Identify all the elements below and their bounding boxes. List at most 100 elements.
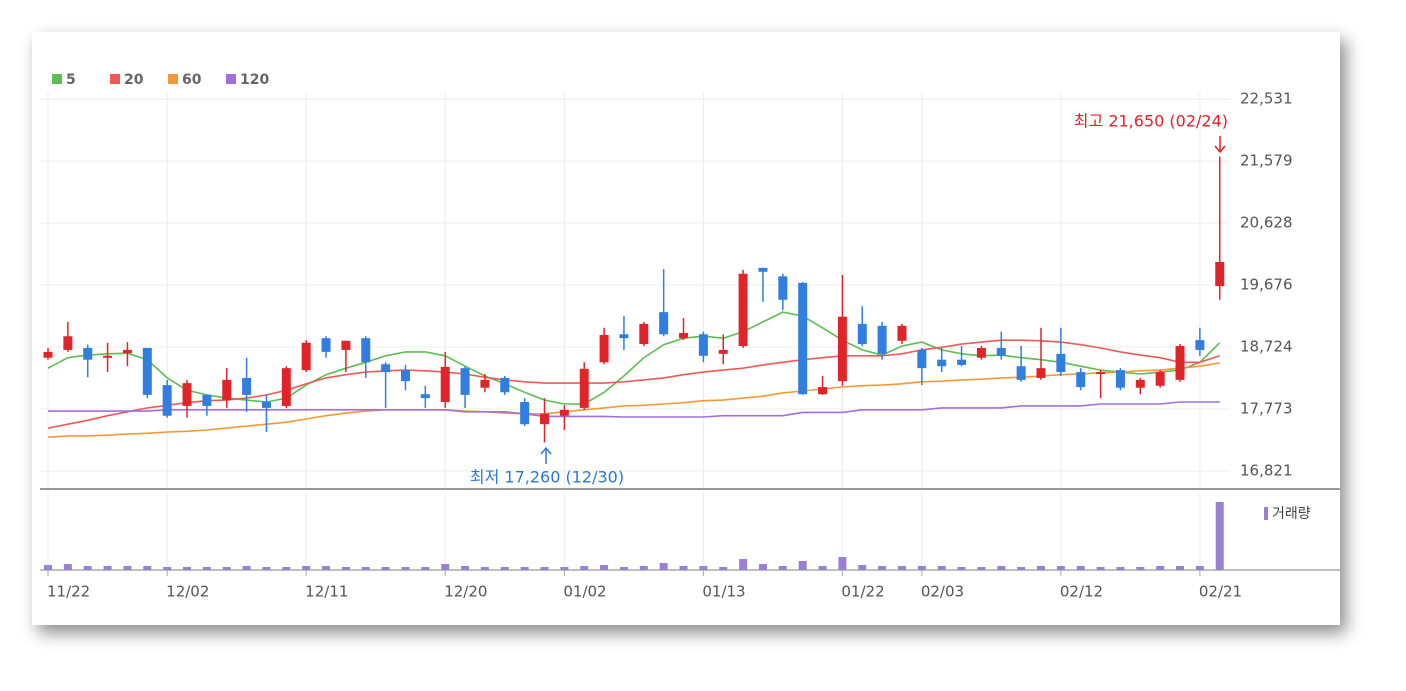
low-annotation: 최저 17,260 (12/30) — [470, 468, 624, 487]
x-tick-label: 01/13 — [702, 583, 745, 601]
legend-label: 120 — [240, 72, 269, 88]
low-arrow — [540, 446, 552, 464]
candle-body — [718, 349, 728, 354]
candle-body — [202, 394, 212, 406]
x-tick-label: 02/03 — [921, 583, 964, 601]
volume-bar — [1116, 567, 1125, 570]
volume-bar — [679, 566, 688, 570]
x-tick-label: 12/20 — [444, 583, 487, 601]
volume-bar — [461, 566, 470, 570]
candle-body — [1076, 372, 1086, 388]
candle-body — [996, 347, 1006, 356]
legend-label: 5 — [66, 72, 76, 88]
volume-bar — [202, 567, 211, 570]
volume-bar — [401, 567, 410, 570]
volume-bar — [1215, 502, 1224, 570]
candle-body — [500, 377, 510, 393]
candle-body — [242, 377, 252, 395]
candle-body — [1016, 366, 1026, 380]
x-tick-label: 01/22 — [841, 583, 884, 601]
volume-bar — [917, 566, 926, 570]
chart-panel — [32, 32, 1340, 625]
volume-bar — [639, 566, 648, 570]
y-tick-label: 21,579 — [1240, 152, 1293, 170]
volume-bar — [858, 565, 867, 570]
candle-body — [1215, 261, 1225, 287]
volume-bar — [739, 559, 748, 570]
candle-body — [281, 368, 291, 406]
volume-bar — [997, 566, 1006, 570]
candle-body — [83, 347, 93, 360]
candle-body — [222, 379, 232, 401]
legend-label: 20 — [124, 72, 144, 88]
y-tick-label: 16,821 — [1240, 462, 1293, 480]
volume-bar — [838, 557, 847, 570]
volume-bar — [282, 567, 291, 570]
volume-bar — [897, 566, 906, 570]
candle-body — [103, 355, 113, 358]
legend-label: 60 — [182, 72, 202, 88]
volume-bar — [758, 564, 767, 570]
volume-bar — [520, 567, 529, 570]
x-tick-label: 02/21 — [1199, 583, 1242, 601]
volume-bar — [183, 567, 192, 570]
candle-body — [976, 347, 986, 358]
legend-swatch — [226, 74, 236, 84]
candle-body — [957, 359, 967, 365]
volume-bar — [381, 567, 390, 570]
volume-bar — [341, 567, 350, 570]
moving-average-line — [47, 339, 1220, 429]
volume-bar — [123, 566, 132, 570]
volume-bar — [1096, 567, 1105, 570]
legend-swatch — [168, 74, 178, 84]
candle-body — [420, 394, 430, 399]
volume-bar — [977, 567, 986, 570]
candle-body — [599, 334, 609, 363]
candle-body — [162, 385, 172, 416]
y-tick-label: 20,628 — [1240, 214, 1293, 232]
y-tick-label: 18,724 — [1240, 338, 1293, 356]
candle-body — [142, 347, 152, 395]
candle-body — [698, 334, 708, 356]
candle-body — [738, 273, 748, 347]
candle-body — [679, 332, 689, 339]
volume-bar — [818, 566, 827, 570]
high-arrow — [1214, 136, 1226, 154]
volume-bar — [560, 567, 569, 570]
legend-label: 거래량 — [1272, 506, 1311, 522]
candle-body — [758, 267, 768, 272]
volume-bar — [1076, 566, 1085, 570]
volume-bar — [1176, 566, 1185, 570]
candle-body — [440, 366, 450, 403]
volume-bar — [798, 561, 807, 570]
candle-body — [361, 338, 371, 363]
candle-body — [480, 379, 490, 388]
volume-bar — [361, 567, 370, 570]
layer — [40, 92, 1230, 576]
y-tick-label: 22,531 — [1240, 90, 1293, 108]
x-tick-label: 02/12 — [1060, 583, 1103, 601]
volume-bar — [580, 566, 589, 570]
volume-bar — [699, 566, 708, 570]
candle-body — [321, 338, 331, 352]
volume-bar — [540, 567, 549, 570]
candle-body — [798, 282, 808, 395]
candle-body — [897, 325, 907, 341]
candle-body — [1135, 379, 1145, 388]
volume-bar — [103, 566, 112, 570]
candle-body — [818, 387, 828, 395]
volume-bar — [878, 566, 887, 570]
candle-body — [937, 359, 947, 367]
x-tick-label: 01/02 — [563, 583, 606, 601]
moving-average-line — [47, 311, 1221, 405]
legend-swatch — [1264, 507, 1268, 520]
volume-bar — [421, 567, 430, 570]
legend-swatch — [110, 74, 120, 84]
volume-bar — [1056, 566, 1065, 570]
candle-body — [1175, 346, 1185, 380]
candle-body — [1096, 372, 1106, 375]
volume-bar — [302, 566, 311, 570]
candle-body — [659, 312, 669, 335]
candle-body — [778, 276, 788, 300]
